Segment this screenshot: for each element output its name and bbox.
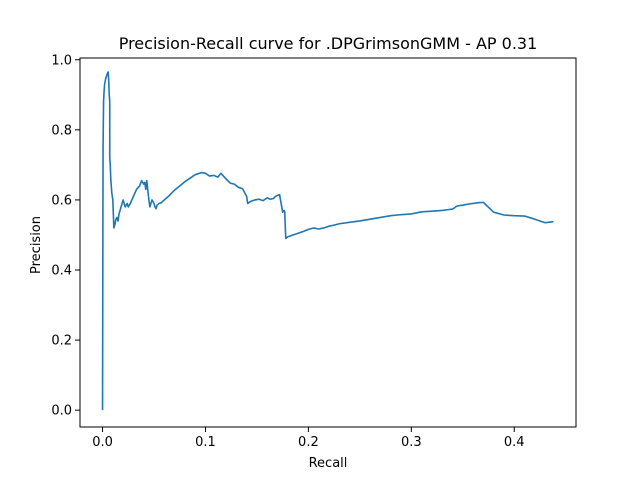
x-tick-label: 0.1 (195, 435, 216, 450)
y-axis: 0.0 0.2 0.4 0.6 0.8 1.0 (51, 53, 80, 419)
pr-curve-line-0 (101, 71, 554, 411)
y-tick-label: 0.8 (51, 123, 72, 138)
x-axis-label: Recall (309, 456, 348, 471)
y-tick-label: 1.0 (51, 53, 72, 68)
y-tick-label: 0.2 (51, 334, 72, 349)
y-axis-label: Precision (29, 216, 44, 274)
x-tick-label: 0.2 (298, 435, 319, 450)
x-axis: 0.0 0.1 0.2 0.3 0.4 (92, 427, 525, 450)
x-tick-label: 0.0 (92, 435, 113, 450)
x-tick-label: 0.3 (401, 435, 422, 450)
y-tick-label: 0.0 (51, 404, 72, 419)
chart-title: Precision-Recall curve for .DPGrimsonGMM… (119, 34, 538, 53)
x-tick-label: 0.4 (504, 435, 525, 450)
plot-area (79, 57, 577, 428)
y-tick-label: 0.6 (51, 193, 72, 208)
y-tick-label: 0.4 (51, 264, 72, 279)
plot-frame (79, 57, 577, 428)
